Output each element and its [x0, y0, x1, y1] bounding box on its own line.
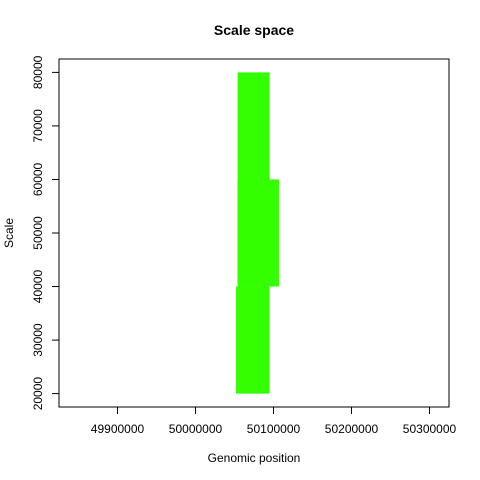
y-tick-label-6: 70000 — [31, 109, 45, 143]
x-axis-ticks: 49900000 50000000 50100000 50200000 50300000 — [91, 407, 457, 436]
y-tick-label-7: 80000 — [31, 55, 45, 89]
x-tick-label-5: 50300000 — [403, 422, 457, 436]
y-axis-ticks: 20000 30000 40000 50000 60000 70000 80000 — [31, 55, 59, 410]
scale-segment-1 — [236, 286, 270, 394]
chart-title: Scale space — [214, 22, 294, 38]
y-axis-label: Scale — [2, 218, 16, 248]
y-tick-label-3: 40000 — [31, 270, 45, 304]
x-tick-label-2: 50000000 — [169, 422, 223, 436]
y-tick-label-5: 60000 — [31, 162, 45, 196]
y-tick-label-4: 50000 — [31, 216, 45, 250]
x-tick-label-3: 50100000 — [247, 422, 301, 436]
x-axis-label: Genomic position — [208, 451, 301, 465]
y-tick-label-2: 30000 — [31, 323, 45, 357]
x-tick-label-1: 49900000 — [91, 422, 145, 436]
scale-segment-3 — [237, 179, 279, 287]
y-tick-label-1: 20000 — [31, 377, 45, 411]
scale-segments — [236, 72, 279, 394]
x-tick-label-4: 50200000 — [325, 422, 379, 436]
